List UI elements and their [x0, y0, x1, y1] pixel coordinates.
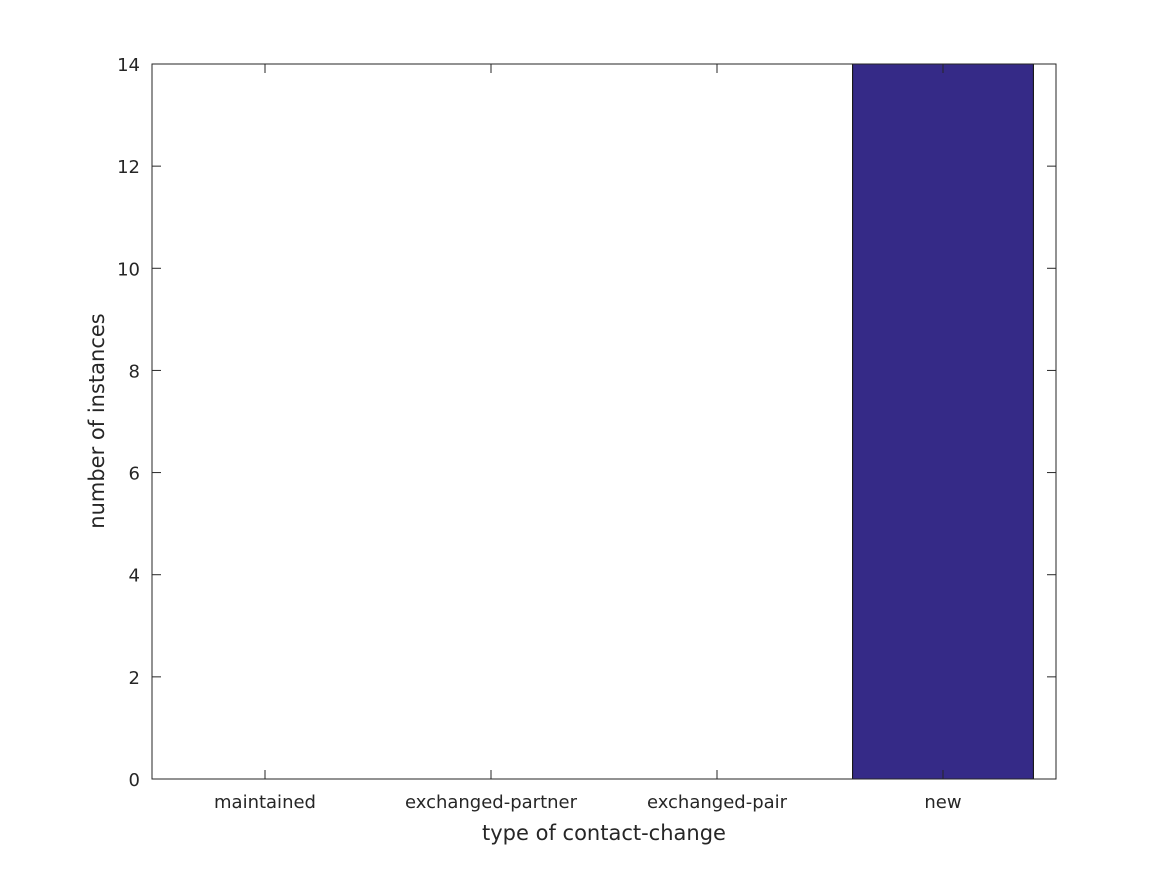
- x-axis-label: type of contact-change: [482, 821, 726, 845]
- y-tick-label: 6: [129, 464, 140, 485]
- y-tick-label: 12: [117, 157, 140, 178]
- x-tick-label: exchanged-pair: [647, 792, 788, 813]
- x-tick-label: new: [924, 792, 961, 813]
- x-tick-label: exchanged-partner: [405, 792, 578, 813]
- y-tick-label: 14: [117, 55, 140, 76]
- y-axis-label: number of instances: [85, 313, 109, 528]
- x-tick-label: maintained: [214, 792, 316, 813]
- axes-box: [151, 63, 1057, 780]
- y-tick-label: 8: [129, 361, 140, 382]
- y-tick-label: 4: [129, 566, 140, 587]
- y-tick-label: 2: [129, 668, 140, 689]
- y-tick-label: 10: [117, 259, 140, 280]
- bar-new: [852, 63, 1034, 780]
- y-tick-label: 0: [129, 770, 140, 791]
